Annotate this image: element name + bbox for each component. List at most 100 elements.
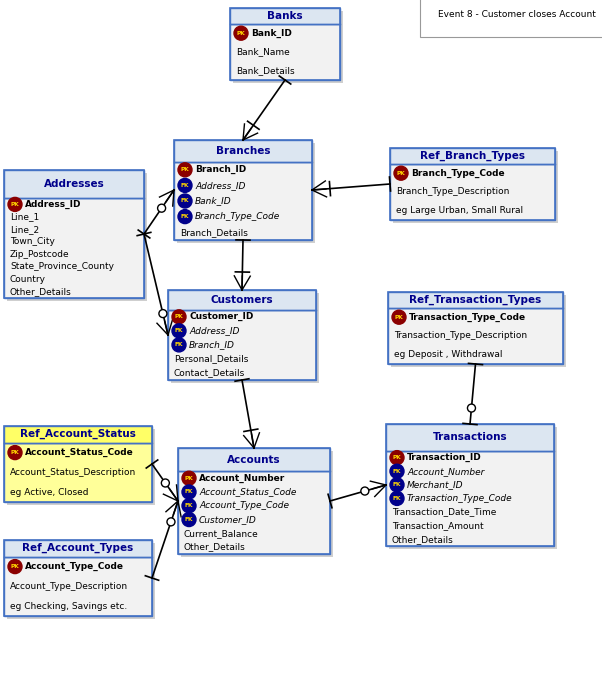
Text: Accounts: Accounts — [227, 455, 281, 464]
Circle shape — [390, 464, 404, 478]
Text: Bank_ID: Bank_ID — [195, 196, 232, 205]
Text: PK: PK — [11, 564, 19, 569]
FancyBboxPatch shape — [4, 198, 144, 298]
Text: Branch_Type_Code: Branch_Type_Code — [411, 169, 504, 178]
FancyBboxPatch shape — [388, 308, 563, 364]
FancyBboxPatch shape — [7, 173, 147, 301]
Text: FK: FK — [185, 517, 193, 522]
Text: FK: FK — [175, 328, 183, 333]
Text: eg Checking, Savings etc.: eg Checking, Savings etc. — [10, 601, 127, 611]
Text: Branch_ID: Branch_ID — [189, 340, 235, 350]
Text: Transaction_Type_Code: Transaction_Type_Code — [409, 313, 526, 322]
Circle shape — [234, 26, 248, 40]
Circle shape — [172, 310, 186, 324]
Text: Personal_Details: Personal_Details — [174, 354, 249, 363]
FancyBboxPatch shape — [174, 140, 312, 162]
FancyBboxPatch shape — [390, 164, 555, 220]
FancyBboxPatch shape — [168, 310, 316, 380]
Text: Transaction_Type_Code: Transaction_Type_Code — [407, 494, 513, 503]
Text: Account_Type_Code: Account_Type_Code — [25, 562, 124, 571]
Text: Addresses: Addresses — [43, 179, 104, 189]
Circle shape — [182, 485, 196, 499]
Text: PK: PK — [393, 455, 402, 460]
Text: PK: PK — [397, 171, 405, 176]
Text: Other_Details: Other_Details — [184, 543, 246, 551]
Text: PK: PK — [395, 315, 403, 320]
FancyBboxPatch shape — [4, 443, 152, 502]
FancyBboxPatch shape — [174, 162, 312, 240]
FancyBboxPatch shape — [230, 24, 340, 80]
Text: FK: FK — [393, 483, 402, 487]
Text: FK: FK — [181, 183, 189, 188]
FancyBboxPatch shape — [4, 170, 144, 198]
FancyBboxPatch shape — [393, 151, 558, 223]
Text: Branches: Branches — [216, 146, 270, 156]
Text: Customer_ID: Customer_ID — [199, 515, 256, 524]
Circle shape — [172, 324, 186, 338]
FancyBboxPatch shape — [391, 295, 566, 367]
Circle shape — [8, 197, 22, 211]
Circle shape — [361, 487, 369, 495]
Text: FK: FK — [393, 468, 402, 474]
Text: Line_2: Line_2 — [10, 225, 39, 234]
Text: Transaction_ID: Transaction_ID — [407, 453, 482, 462]
Circle shape — [394, 166, 408, 180]
Text: Branch_Type_Description: Branch_Type_Description — [396, 188, 509, 196]
FancyBboxPatch shape — [181, 451, 333, 557]
Text: PK: PK — [175, 315, 184, 319]
Text: eg Large Urban, Small Rural: eg Large Urban, Small Rural — [396, 206, 523, 215]
Text: eg Deposit , Withdrawal: eg Deposit , Withdrawal — [394, 350, 503, 359]
Circle shape — [8, 446, 22, 460]
Circle shape — [159, 310, 167, 318]
Circle shape — [182, 499, 196, 513]
Text: Address_ID: Address_ID — [189, 326, 240, 335]
FancyBboxPatch shape — [178, 471, 330, 554]
Text: FK: FK — [185, 489, 193, 495]
Circle shape — [158, 204, 166, 212]
Circle shape — [390, 491, 404, 506]
Circle shape — [178, 178, 192, 192]
Text: Bank_Details: Bank_Details — [236, 66, 294, 75]
Text: Account_Status_Code: Account_Status_Code — [199, 487, 296, 497]
Text: Ref_Account_Status: Ref_Account_Status — [20, 429, 136, 439]
Text: Branch_Type_Code: Branch_Type_Code — [195, 212, 281, 221]
Text: Account_Type_Description: Account_Type_Description — [10, 582, 128, 591]
Text: Ref_Account_Types: Ref_Account_Types — [22, 543, 134, 553]
Text: Town_City: Town_City — [10, 238, 55, 246]
Text: Address_ID: Address_ID — [195, 181, 246, 190]
Text: PK: PK — [237, 30, 246, 36]
Text: PK: PK — [181, 167, 190, 172]
Text: Branch_Details: Branch_Details — [180, 227, 248, 237]
Text: Branch_ID: Branch_ID — [195, 165, 246, 174]
Text: Bank_ID: Bank_ID — [251, 28, 292, 38]
Text: FK: FK — [181, 214, 189, 219]
FancyBboxPatch shape — [390, 148, 555, 164]
FancyBboxPatch shape — [388, 292, 563, 308]
Text: Ref_Branch_Types: Ref_Branch_Types — [420, 151, 525, 161]
Text: Account_Type_Code: Account_Type_Code — [199, 502, 289, 510]
FancyBboxPatch shape — [230, 8, 340, 24]
FancyBboxPatch shape — [386, 451, 554, 546]
Circle shape — [392, 310, 406, 324]
Text: FK: FK — [175, 342, 183, 348]
Circle shape — [182, 471, 196, 485]
Text: Country: Country — [10, 275, 46, 284]
Text: Account_Status_Code: Account_Status_Code — [25, 448, 134, 457]
Text: FK: FK — [181, 198, 189, 203]
Text: Bank_Name: Bank_Name — [236, 47, 290, 57]
Text: Zip_Postcode: Zip_Postcode — [10, 250, 70, 259]
Text: PK: PK — [11, 202, 19, 207]
Text: PK: PK — [11, 450, 19, 455]
Text: FK: FK — [393, 496, 402, 501]
Text: eg Active, Closed: eg Active, Closed — [10, 487, 88, 497]
Text: Line_1: Line_1 — [10, 213, 39, 221]
Text: State_Province_County: State_Province_County — [10, 263, 114, 271]
Text: Customers: Customers — [211, 295, 273, 305]
FancyBboxPatch shape — [386, 424, 554, 451]
Text: Event 8 - Customer closes Account: Event 8 - Customer closes Account — [438, 10, 596, 19]
FancyBboxPatch shape — [171, 293, 319, 383]
Text: FK: FK — [185, 504, 193, 508]
Text: Contact_Details: Contact_Details — [174, 369, 245, 377]
Text: Transaction_Amount: Transaction_Amount — [392, 521, 483, 530]
Text: Customer_ID: Customer_ID — [189, 313, 253, 321]
